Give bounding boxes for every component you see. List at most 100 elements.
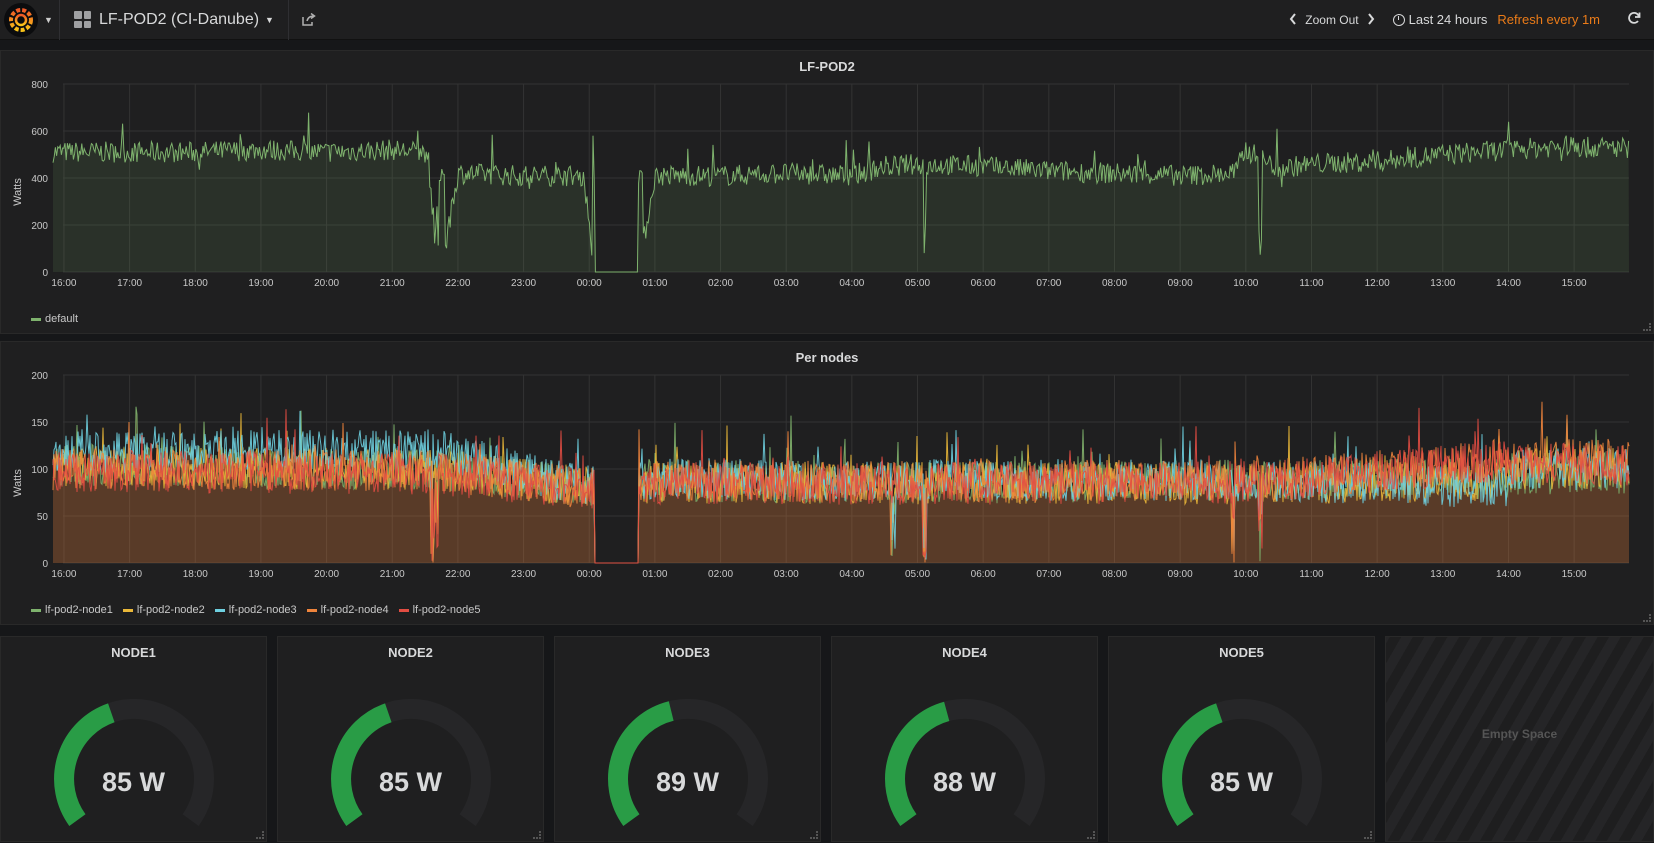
x-tick-label: 10:00	[1233, 278, 1258, 289]
x-tick-label: 01:00	[642, 278, 667, 289]
gauge-dial	[885, 698, 1045, 826]
series-area-default	[53, 112, 1629, 272]
legend-item-node3[interactable]: lf-pod2-node3	[214, 604, 297, 616]
legend-label: lf-pod2-node5	[412, 604, 481, 616]
x-tick-label: 12:00	[1365, 569, 1390, 580]
panel-title: Per nodes	[795, 350, 859, 365]
legend-item-node2[interactable]: lf-pod2-node2	[122, 604, 205, 616]
time-forward-button[interactable]	[1359, 12, 1383, 28]
legend-item-node1[interactable]: lf-pod2-node1	[31, 604, 113, 616]
time-range-picker[interactable]: Last 24 hours	[1392, 12, 1488, 27]
x-tick-label: 05:00	[905, 569, 930, 580]
chevron-right-icon	[1367, 12, 1374, 25]
x-tick-label: 19:00	[248, 278, 273, 289]
y-tick-label: 0	[42, 268, 48, 279]
gauge-dial	[608, 698, 768, 826]
legend-item-default[interactable]: default	[31, 313, 78, 325]
x-tick-label: 08:00	[1102, 569, 1127, 580]
x-tick-label: 09:00	[1168, 278, 1193, 289]
legend-swatch	[31, 608, 41, 612]
legend-item-node4[interactable]: lf-pod2-node4	[306, 604, 389, 616]
x-tick-label: 03:00	[774, 278, 799, 289]
x-tick-label: 23:00	[511, 569, 536, 580]
panel-resize-handle[interactable]	[1643, 323, 1651, 331]
x-tick-label: 16:00	[51, 278, 76, 289]
dashboard-title: LF-POD2 (CI-Danube)	[99, 10, 260, 28]
x-tick-label: 20:00	[314, 569, 339, 580]
per-nodes-panel: Per nodes Watts 0 50 100 150 200 16:00 17:00 18…	[0, 341, 1654, 625]
gauge-value: 85 W	[101, 767, 166, 797]
panel-title: NODE3	[665, 645, 710, 660]
x-tick-label: 14:00	[1496, 569, 1521, 580]
time-back-button[interactable]	[1281, 12, 1305, 28]
x-tick-label: 06:00	[971, 569, 996, 580]
panel-resize-handle[interactable]	[810, 831, 818, 839]
x-tick-label: 17:00	[117, 569, 142, 580]
panel-resize-handle[interactable]	[533, 831, 541, 839]
x-tick-label: 18:00	[183, 278, 208, 289]
gauge-value: 88 W	[932, 767, 997, 797]
legend-swatch	[306, 608, 317, 612]
gauge-value: 85 W	[1209, 767, 1274, 797]
panel-resize-handle[interactable]	[1087, 831, 1095, 839]
grafana-menu-button[interactable]: ▼	[0, 0, 60, 40]
legend-item-node5[interactable]: lf-pod2-node5	[398, 604, 481, 616]
x-tick-label: 07:00	[1036, 569, 1061, 580]
x-tick-label: 04:00	[839, 278, 864, 289]
gauge-panel-node5: NODE5 85 W	[1108, 636, 1375, 842]
zoom-out-button[interactable]: Zoom Out	[1305, 12, 1359, 27]
x-tick-label: 14:00	[1496, 278, 1521, 289]
legend-label: default	[45, 313, 79, 325]
series-line-lf-pod2-node4	[52, 401, 1630, 564]
legend-swatch	[214, 608, 225, 612]
panel-title: NODE1	[111, 645, 156, 660]
x-tick-label: 09:00	[1168, 569, 1193, 580]
x-tick-label: 12:00	[1365, 278, 1390, 289]
gauge-fill	[1162, 703, 1223, 826]
gauge-panel-node2: NODE2 85 W	[277, 636, 544, 842]
legend-swatch	[31, 317, 41, 321]
legend-label: lf-pod2-node4	[320, 604, 389, 616]
share-button[interactable]	[289, 0, 329, 40]
panel-resize-handle[interactable]	[1643, 614, 1651, 622]
x-tick-label: 18:00	[183, 569, 208, 580]
per-nodes-chart[interactable]: 0 50 100 150 200 16:00 17:00 18:00 19:00 20:00 21:…	[1, 342, 1654, 626]
gauge-value: 85 W	[378, 767, 443, 797]
refresh-button[interactable]	[1614, 11, 1654, 29]
x-tick-label: 06:00	[971, 278, 996, 289]
panel-resize-handle[interactable]	[1364, 831, 1372, 839]
x-tick-label: 00:00	[577, 278, 602, 289]
gauge-panel-node3: NODE3 89 W	[554, 636, 821, 842]
x-tick-label: 15:00	[1562, 278, 1587, 289]
x-tick-label: 00:00	[577, 569, 602, 580]
gauge-fill	[608, 701, 674, 826]
series-line-default	[52, 112, 1630, 273]
chevron-down-icon: ▼	[44, 14, 53, 25]
x-tick-label: 01:00	[642, 569, 667, 580]
time-range-label: Last 24 hours	[1408, 12, 1488, 27]
gauge-value: 89 W	[655, 767, 720, 797]
panel-title: NODE4	[942, 645, 987, 660]
chart-legend: lf-pod2-node1 lf-pod2-node2 lf-pod2-node…	[31, 604, 480, 616]
y-tick-label: 400	[31, 174, 48, 185]
series-line-lf-pod2-node5	[52, 407, 1630, 564]
x-tick-label: 04:00	[839, 569, 864, 580]
chart-legend: default	[31, 313, 78, 325]
panel-title: NODE5	[1219, 645, 1264, 660]
series-area-lf-pod2-node1	[53, 406, 1629, 563]
empty-space-panel: Empty Space	[1385, 636, 1654, 842]
x-tick-label: 21:00	[380, 569, 405, 580]
y-tick-label: 200	[31, 221, 48, 232]
x-tick-label: 08:00	[1102, 278, 1127, 289]
gauge-panel-node4: NODE4 88 W	[831, 636, 1098, 842]
gauge-fill	[885, 701, 950, 826]
gauge-dial	[1162, 698, 1322, 826]
refresh-interval-picker[interactable]: Refresh every 1m	[1497, 12, 1600, 27]
dashboard-grid-icon	[74, 11, 91, 28]
legend-label: lf-pod2-node3	[228, 604, 297, 616]
x-tick-label: 11:00	[1299, 278, 1324, 289]
x-tick-label: 13:00	[1430, 278, 1455, 289]
panel-resize-handle[interactable]	[256, 831, 264, 839]
total-power-chart[interactable]: 0 200 400 600 800 16:00 17:00 18:00 19:00 20:00 21…	[1, 51, 1654, 335]
dashboard-picker[interactable]: LF-POD2 (CI-Danube) ▼	[60, 0, 289, 40]
